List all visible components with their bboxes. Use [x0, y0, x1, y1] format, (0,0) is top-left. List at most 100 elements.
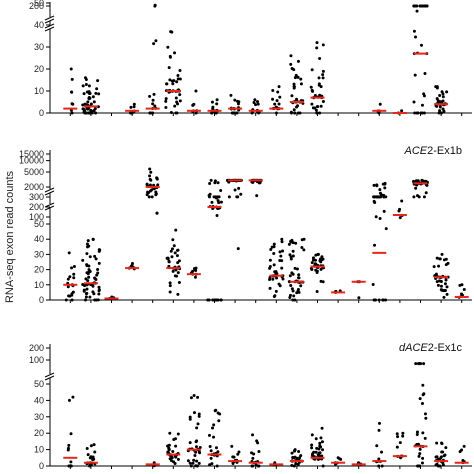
data-point [85, 90, 89, 94]
data-point [219, 298, 223, 302]
data-point [278, 259, 282, 263]
data-point [151, 98, 155, 102]
data-point [178, 93, 182, 97]
data-point [173, 104, 177, 108]
data-point [214, 298, 218, 302]
data-point [250, 451, 254, 455]
data-point [171, 238, 175, 242]
data-point [321, 99, 325, 103]
data-point [294, 241, 298, 245]
data-point [310, 443, 314, 447]
data-point [255, 194, 259, 198]
data-point [413, 111, 417, 115]
data-point [254, 103, 258, 107]
data-point [423, 72, 427, 76]
data-point [291, 456, 295, 460]
data-point [438, 464, 442, 468]
data-point [417, 454, 421, 458]
data-point [194, 450, 198, 454]
data-point [86, 100, 90, 104]
data-point [424, 416, 428, 420]
data-point [251, 433, 255, 437]
axis-break-gap [45, 204, 55, 208]
data-point [313, 93, 317, 97]
data-point [213, 181, 217, 185]
data-point [150, 195, 154, 199]
data-point [434, 455, 438, 459]
data-point [193, 453, 197, 457]
data-point [319, 85, 323, 89]
data-point [91, 290, 95, 294]
data-point [193, 275, 197, 279]
data-point [150, 188, 154, 192]
data-point [84, 82, 88, 86]
data-point [420, 401, 424, 405]
data-point [198, 451, 202, 455]
data-point [212, 423, 216, 427]
data-point [290, 287, 294, 291]
data-point [83, 284, 87, 288]
data-point [83, 298, 87, 302]
data-point [197, 412, 201, 416]
y-tick-label: 40 [34, 395, 44, 405]
data-point [198, 445, 202, 449]
data-point [424, 191, 428, 195]
data-point [72, 272, 76, 276]
data-point [435, 462, 439, 466]
data-point [173, 251, 177, 255]
data-point [311, 106, 315, 110]
data-point [168, 290, 172, 294]
data-point [148, 174, 152, 178]
data-point [215, 464, 219, 468]
panel-3-title-rest: 2-Ex1c [428, 342, 463, 354]
data-point [71, 102, 75, 106]
data-point [273, 102, 277, 106]
data-point [271, 97, 275, 101]
data-point [88, 111, 92, 115]
data-point [86, 245, 90, 249]
y-tick-label: 200 [29, 1, 44, 11]
data-point [166, 257, 170, 261]
data-point [384, 227, 388, 231]
data-point [319, 260, 323, 264]
data-point [310, 68, 314, 72]
data-point [372, 183, 376, 187]
data-point [274, 289, 278, 293]
data-point [188, 417, 192, 421]
data-point [207, 195, 211, 199]
panel-2-title: ACE2-Ex1b [404, 145, 462, 157]
data-point [230, 444, 234, 448]
data-point [82, 108, 86, 112]
data-point [375, 183, 379, 187]
data-point [289, 62, 293, 66]
data-point [291, 241, 295, 245]
data-point [174, 96, 178, 100]
data-point [167, 448, 171, 452]
data-point [87, 84, 91, 88]
data-point [170, 247, 174, 251]
data-point [290, 451, 294, 455]
data-point [289, 283, 293, 287]
data-point [145, 183, 149, 187]
data-point [314, 437, 318, 441]
data-point [214, 446, 218, 450]
data-point [175, 111, 179, 115]
data-point [217, 195, 221, 199]
axis-break-mark [44, 187, 55, 193]
data-point [171, 269, 175, 273]
data-point [398, 441, 402, 445]
data-point [314, 108, 318, 112]
axis-break-gap [45, 374, 55, 378]
data-point [412, 4, 416, 8]
data-point [89, 102, 93, 106]
data-point [293, 455, 297, 459]
y-tick-label: 100 [29, 212, 44, 222]
data-point [339, 457, 343, 461]
data-point [320, 255, 324, 259]
data-point [84, 295, 88, 299]
data-point [168, 54, 172, 58]
y-tick-label: 40 [34, 234, 44, 244]
data-point [380, 450, 384, 454]
y-tick-label: 30 [34, 249, 44, 259]
